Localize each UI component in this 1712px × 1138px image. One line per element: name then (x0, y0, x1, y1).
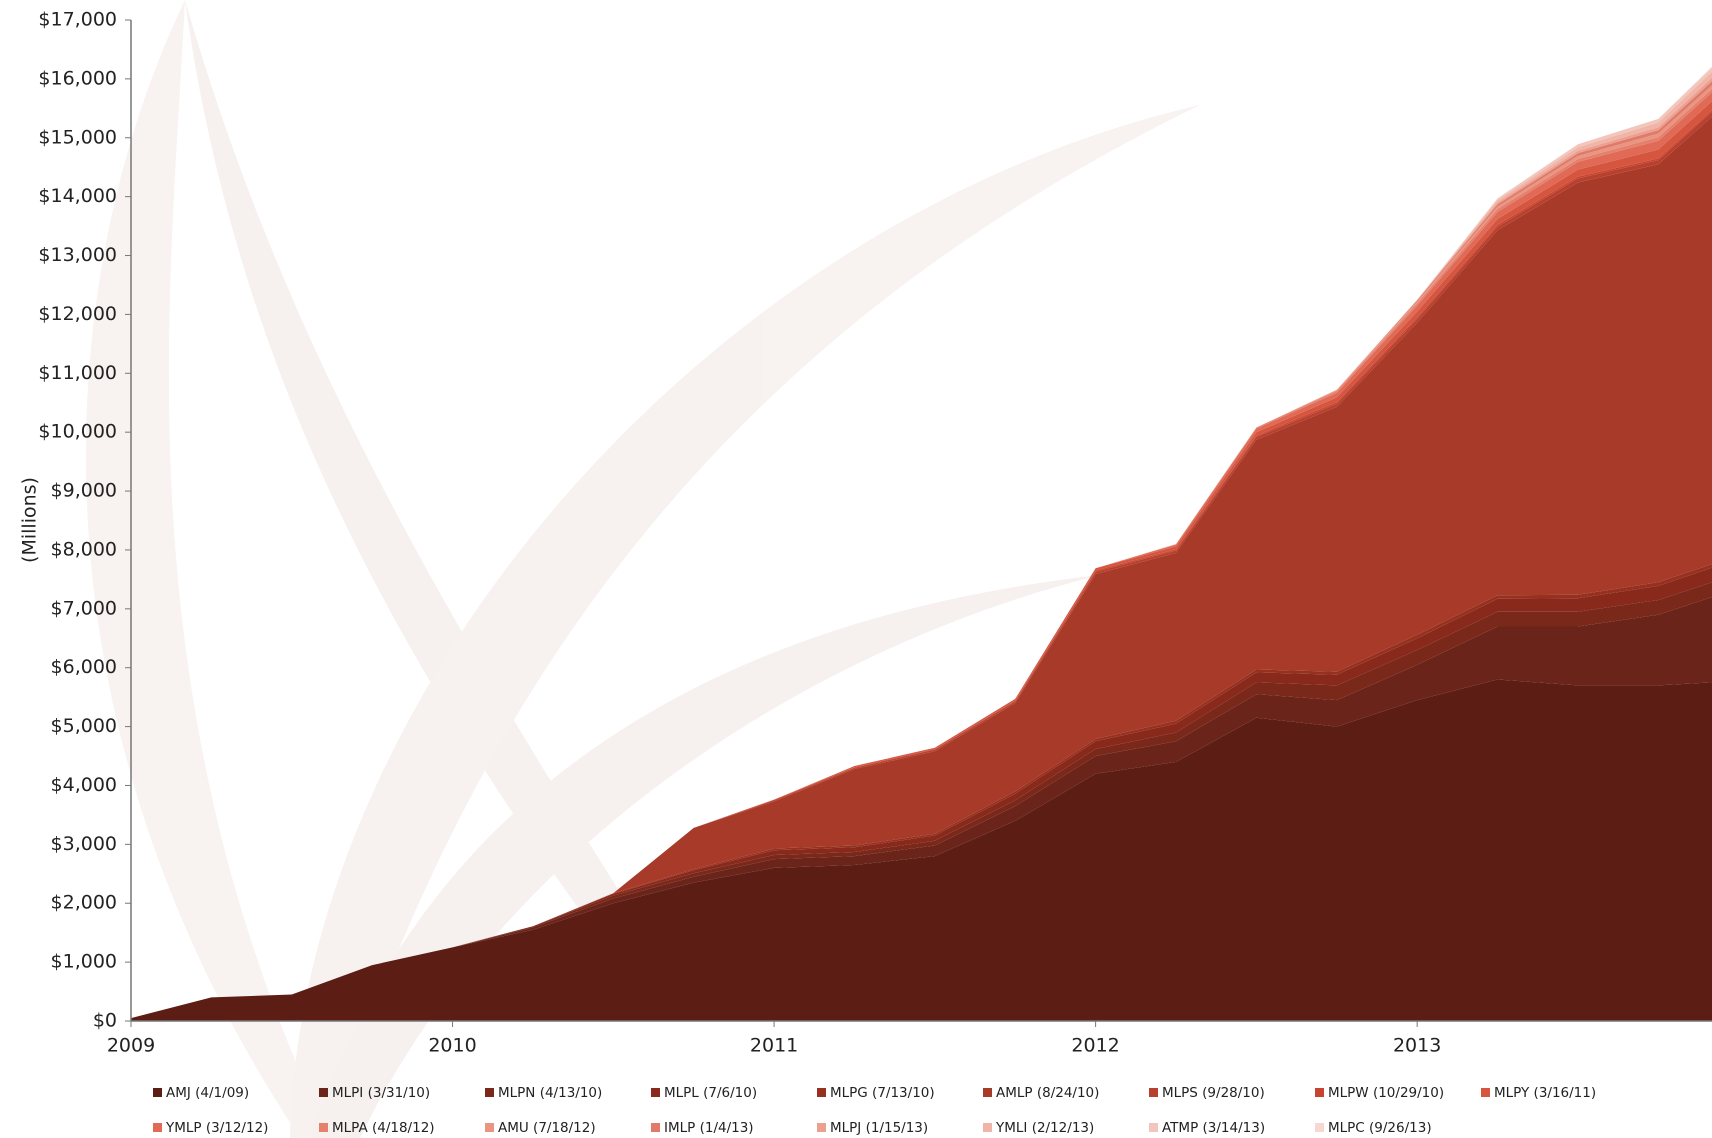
legend-label: YMLI (2/12/13) (995, 1120, 1094, 1136)
y-tick-label: $17,000 (38, 9, 117, 31)
legend-label: AMU (7/18/12) (498, 1120, 596, 1136)
area (131, 597, 1712, 1019)
legend-swatch (1149, 1123, 1158, 1132)
y-tick-label: $0 (93, 1010, 117, 1032)
x-tick-label: 2012 (1071, 1035, 1119, 1057)
y-tick-label: $2,000 (51, 892, 117, 914)
legend-label: YMLP (3/12/12) (165, 1120, 268, 1136)
y-tick-label: $14,000 (38, 185, 117, 207)
legend-swatch (485, 1088, 494, 1097)
legend-swatch (153, 1123, 162, 1132)
legend-label: MLPI (3/31/10) (332, 1085, 430, 1101)
y-axis-label: (Millions) (19, 477, 41, 563)
area (131, 582, 1712, 1019)
y-tick-label: $3,000 (51, 833, 117, 855)
legend-label: MLPL (7/6/10) (664, 1085, 757, 1101)
area (131, 679, 1712, 1021)
legend-swatch (651, 1123, 660, 1132)
legend-swatch (1481, 1088, 1490, 1097)
legend-label: MLPJ (1/15/13) (830, 1120, 928, 1136)
y-tick-label: $10,000 (38, 421, 117, 443)
legend-swatch (153, 1088, 162, 1097)
legend-swatch (319, 1088, 328, 1097)
y-tick-label: $1,000 (51, 951, 117, 973)
area (131, 567, 1712, 1019)
y-tick-label: $7,000 (51, 597, 117, 619)
legend-label: IMLP (1/4/13) (664, 1120, 754, 1136)
legend-label: AMJ (4/1/09) (166, 1085, 249, 1101)
legend-swatch (817, 1123, 826, 1132)
legend-label: MLPA (4/18/12) (332, 1120, 435, 1136)
y-tick-label: $4,000 (51, 774, 117, 796)
y-tick-label: $11,000 (38, 362, 117, 384)
area (131, 67, 1712, 1019)
legend-swatch (983, 1088, 992, 1097)
y-tick-label: $13,000 (38, 244, 117, 266)
y-tick-label: $15,000 (38, 126, 117, 148)
legend-swatch (1315, 1123, 1324, 1132)
legend-swatch (983, 1123, 992, 1132)
x-tick-label: 2013 (1393, 1035, 1441, 1057)
legend-label: MLPN (4/13/10) (498, 1085, 602, 1101)
legend-label: AMLP (8/24/10) (996, 1085, 1099, 1101)
legend-swatch (651, 1088, 660, 1097)
x-tick-label: 2009 (107, 1035, 155, 1057)
y-tick-label: $12,000 (38, 303, 117, 325)
y-tick-label: $5,000 (51, 715, 117, 737)
legend-swatch (319, 1123, 328, 1132)
legend-label: MLPC (9/26/13) (1328, 1120, 1432, 1136)
legend-swatch (1315, 1088, 1324, 1097)
legend-label: MLPW (10/29/10) (1328, 1085, 1444, 1101)
y-tick-label: $16,000 (38, 67, 117, 89)
area (131, 116, 1712, 1019)
background-decoration (85, 0, 1200, 1138)
legend-label: MLPG (7/13/10) (830, 1085, 935, 1101)
legend-swatch (1149, 1088, 1158, 1097)
y-tick-label: $9,000 (51, 480, 117, 502)
x-tick-label: 2010 (428, 1035, 476, 1057)
legend-label: MLPS (9/28/10) (1162, 1085, 1265, 1101)
y-tick-label: $6,000 (51, 656, 117, 678)
x-tick-label: 2011 (750, 1035, 798, 1057)
legend-label: MLPY (3/16/11) (1494, 1085, 1596, 1101)
legend-swatch (817, 1088, 826, 1097)
legend-label: ATMP (3/14/13) (1162, 1120, 1265, 1136)
plot-area (131, 66, 1712, 1021)
legend-swatch (485, 1123, 494, 1132)
y-tick-label: $8,000 (51, 538, 117, 560)
